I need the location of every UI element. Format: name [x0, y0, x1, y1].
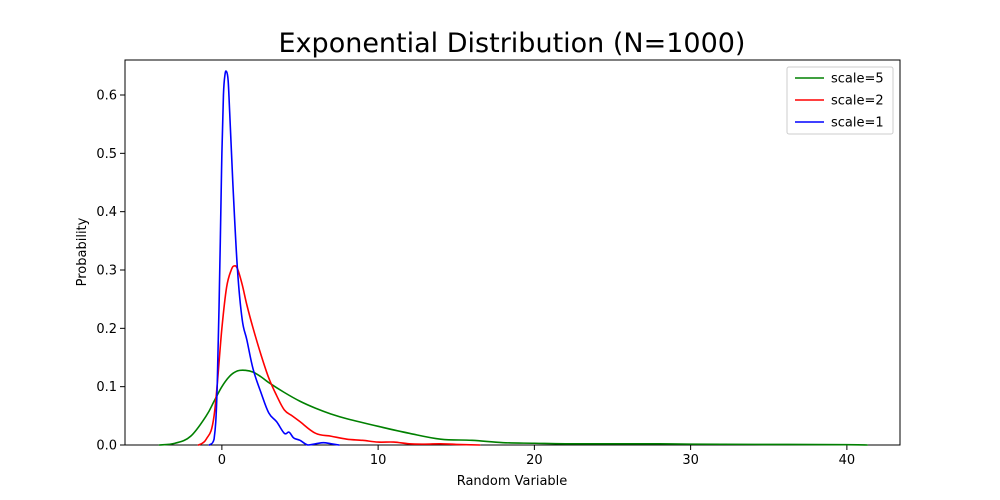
x-tick-label: 10	[370, 453, 387, 468]
y-axis-label: Probability	[75, 217, 90, 286]
x-axis-ticks: 0 10 20 30 40	[218, 445, 855, 468]
x-tick-label: 20	[526, 453, 543, 468]
series-lines	[158, 70, 868, 446]
y-tick-label: 0.6	[96, 89, 117, 104]
y-axis-ticks: 0.0 0.1 0.2 0.3 0.4 0.5 0.6	[96, 89, 125, 454]
legend-box	[786, 66, 894, 135]
y-tick-label: 0.3	[96, 264, 117, 279]
chart-title: Exponential Distribution (N=1000)	[279, 28, 746, 59]
y-tick-label: 0.5	[96, 147, 117, 162]
series-line-scale-1	[208, 70, 340, 446]
y-tick-label: 0.1	[96, 380, 117, 395]
x-tick-label: 0	[218, 453, 226, 468]
y-tick-label: 0.4	[96, 205, 117, 220]
y-tick-label: 0.2	[96, 322, 117, 337]
legend-label: scale=2	[831, 94, 884, 109]
series-line-scale-5	[158, 369, 868, 446]
x-tick-label: 30	[682, 453, 699, 468]
legend-label: scale=5	[831, 72, 884, 87]
x-axis-label: Random Variable	[457, 474, 568, 489]
plot-area	[124, 59, 901, 446]
y-tick-label: 0.0	[96, 439, 117, 454]
legend: scale=5 scale=2 scale=1	[786, 66, 894, 135]
series-line-scale-2	[197, 265, 481, 446]
legend-label: scale=1	[831, 116, 884, 131]
x-tick-label: 40	[839, 453, 856, 468]
